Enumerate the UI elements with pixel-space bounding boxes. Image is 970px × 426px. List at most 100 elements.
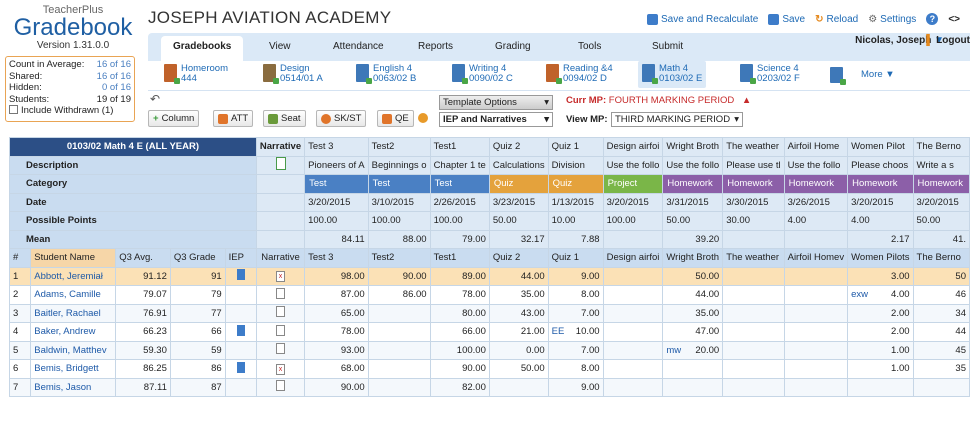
grade-cell[interactable]: 50.00 bbox=[488, 359, 549, 379]
save-button[interactable]: Save bbox=[768, 13, 805, 25]
row-number[interactable]: 1 bbox=[9, 266, 32, 286]
student-name[interactable]: Baitler, Rachael bbox=[30, 303, 117, 323]
q3-grade[interactable]: 86 bbox=[169, 359, 226, 379]
grade-cell[interactable] bbox=[367, 322, 431, 342]
column-header[interactable]: Test1 bbox=[429, 248, 490, 268]
q3-average[interactable]: 87.11 bbox=[115, 377, 171, 397]
iep-cell[interactable] bbox=[224, 322, 257, 342]
grade-cell[interactable] bbox=[722, 377, 785, 397]
logout-link[interactable]: ▌ Logout bbox=[926, 35, 970, 46]
tab-tools[interactable]: Tools bbox=[578, 41, 602, 52]
q3-average[interactable]: 91.12 bbox=[115, 266, 171, 286]
grade-cell[interactable]: 2.00 bbox=[847, 322, 914, 342]
student-name[interactable]: Baldwin, Matthev bbox=[30, 340, 117, 360]
column-header[interactable]: Women Pilots bbox=[847, 248, 914, 268]
assignment-meta[interactable] bbox=[722, 229, 785, 249]
assignment-meta[interactable]: 3/10/2015 bbox=[367, 192, 431, 212]
column-header[interactable]: Q3 Avg. bbox=[115, 248, 171, 268]
assignment-meta[interactable]: Write a s bbox=[912, 155, 970, 175]
q3-average[interactable]: 79.07 bbox=[115, 285, 171, 305]
q3-grade[interactable]: 59 bbox=[169, 340, 226, 360]
grade-cell[interactable]: 90.00 bbox=[304, 377, 369, 397]
assignment-meta[interactable]: 3/20/2015 bbox=[847, 192, 914, 212]
grade-cell[interactable]: 7.00 bbox=[547, 303, 604, 323]
q3-average[interactable]: 66.23 bbox=[115, 322, 171, 342]
iep-cell[interactable] bbox=[224, 377, 257, 397]
class-math-4[interactable]: Math 4 0103/02 E bbox=[638, 61, 707, 88]
grade-cell[interactable] bbox=[783, 377, 849, 397]
row-number[interactable]: 2 bbox=[9, 285, 32, 305]
narrative-cell[interactable]: x bbox=[255, 266, 306, 286]
narrative-empty-icon[interactable] bbox=[276, 343, 285, 355]
student-row[interactable]: 6 Bemis, Bridgett 86.25 86 x 68.00 90.00 50.00 8… bbox=[9, 359, 970, 379]
grade-cell[interactable] bbox=[602, 340, 664, 360]
grade-cell[interactable]: 47.00 bbox=[662, 322, 724, 342]
q3-average[interactable]: 59.30 bbox=[115, 340, 171, 360]
grade-cell[interactable]: 8.00 bbox=[547, 359, 604, 379]
grade-cell[interactable] bbox=[722, 285, 785, 305]
grade-cell[interactable] bbox=[488, 377, 549, 397]
assignment-meta[interactable]: Quiz bbox=[547, 174, 604, 194]
assignment-meta[interactable]: Design airfoi bbox=[602, 137, 664, 157]
assignment-meta[interactable]: 3/31/2015 bbox=[662, 192, 724, 212]
grade-cell[interactable]: 2.00 bbox=[847, 303, 914, 323]
assignment-meta[interactable]: Pioneers of A bbox=[304, 155, 369, 175]
assignment-meta[interactable]: 41. bbox=[912, 229, 970, 249]
grade-cell[interactable] bbox=[783, 322, 849, 342]
grade-cell[interactable] bbox=[662, 359, 724, 379]
grade-cell[interactable]: 8.00 bbox=[547, 285, 604, 305]
document-icon[interactable] bbox=[236, 269, 245, 281]
grade-cell[interactable]: 90.00 bbox=[367, 266, 431, 286]
grade-cell[interactable]: 93.00 bbox=[304, 340, 369, 360]
assignment-meta[interactable]: Homework bbox=[847, 174, 914, 194]
student-row[interactable]: 2 Adams, Camille 79.07 79 87.00 86.00 78.00 35.… bbox=[9, 285, 970, 305]
assignment-meta[interactable]: 100.00 bbox=[602, 211, 664, 231]
assignment-meta[interactable]: Beginnings o bbox=[367, 155, 431, 175]
assignment-meta[interactable]: Use the follo bbox=[783, 155, 849, 175]
assignment-meta[interactable]: 1/13/2015 bbox=[547, 192, 604, 212]
grade-cell[interactable]: 46 bbox=[912, 285, 970, 305]
grade-cell[interactable] bbox=[602, 322, 664, 342]
row-number[interactable]: 6 bbox=[9, 359, 32, 379]
narrative-meta[interactable]: Narrative bbox=[255, 137, 306, 157]
grade-cell[interactable]: 45 bbox=[912, 340, 970, 360]
assignment-meta[interactable]: 3/20/2015 bbox=[602, 192, 664, 212]
grade-cell[interactable]: 98.00 bbox=[304, 266, 369, 286]
assignment-meta[interactable]: Use the follo bbox=[602, 155, 664, 175]
narrative-cell[interactable] bbox=[255, 377, 306, 397]
column-header[interactable]: Design airfoi bbox=[602, 248, 664, 268]
grade-cell[interactable]: 1.00 bbox=[847, 340, 914, 360]
grade-cell[interactable] bbox=[367, 359, 431, 379]
grade-cell[interactable]: 9.00 bbox=[547, 266, 604, 286]
narrative-empty-icon[interactable] bbox=[276, 324, 285, 336]
assignment-meta[interactable]: Women Pilot bbox=[847, 137, 914, 157]
column-header[interactable]: Quiz 1 bbox=[547, 248, 604, 268]
grade-cell[interactable] bbox=[367, 340, 431, 360]
column-header[interactable]: Q3 Grade bbox=[169, 248, 226, 268]
assignment-meta[interactable]: Test1 bbox=[429, 137, 490, 157]
assignment-meta[interactable]: 50.00 bbox=[488, 211, 549, 231]
grade-cell[interactable]: 89.00 bbox=[429, 266, 490, 286]
grade-cell[interactable]: 35.00 bbox=[662, 303, 724, 323]
qe-button[interactable]: QE bbox=[377, 110, 414, 127]
assignment-meta[interactable]: Chapter 1 te bbox=[429, 155, 490, 175]
grade-cell[interactable] bbox=[783, 266, 849, 286]
iep-cell[interactable] bbox=[224, 359, 257, 379]
q3-grade[interactable]: 87 bbox=[169, 377, 226, 397]
grade-cell[interactable]: EE 10.00 bbox=[547, 322, 604, 342]
assignment-meta[interactable]: Calculations bbox=[488, 155, 549, 175]
assignment-meta[interactable]: 2.17 bbox=[847, 229, 914, 249]
assignment-meta[interactable] bbox=[783, 229, 849, 249]
add-column-button[interactable]: + Column bbox=[148, 110, 200, 127]
grade-cell[interactable] bbox=[367, 377, 431, 397]
student-row[interactable]: 1 Abbott, Jeremiał 91.12 91 x 98.00 90.00 89.00… bbox=[9, 266, 970, 286]
assignment-meta[interactable]: 10.00 bbox=[547, 211, 604, 231]
assignment-meta[interactable]: 30.00 bbox=[722, 211, 785, 231]
grade-cell[interactable] bbox=[722, 303, 785, 323]
narrative-empty-icon[interactable] bbox=[276, 306, 285, 318]
grade-cell[interactable]: mw 20.00 bbox=[662, 340, 724, 360]
column-header[interactable]: Wright Broth bbox=[662, 248, 724, 268]
assignment-meta[interactable]: Test bbox=[367, 174, 431, 194]
grade-cell[interactable] bbox=[722, 266, 785, 286]
q3-grade[interactable]: 66 bbox=[169, 322, 226, 342]
